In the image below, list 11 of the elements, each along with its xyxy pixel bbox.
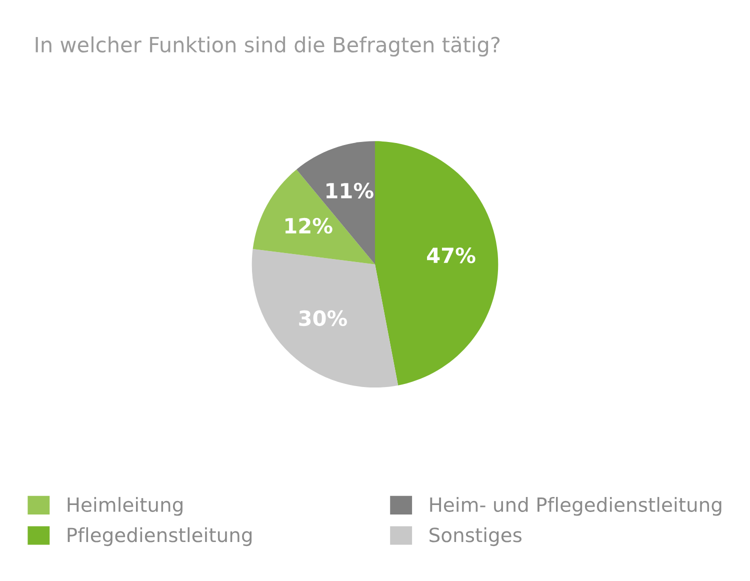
data-label: 11% [326,182,374,199]
legend-label: Heim- und Pflegedienstleitung [430,496,722,516]
pie-slice [252,248,398,388]
pie-slice [375,141,498,386]
legend-label: Pflegedienstleitung [68,527,252,546]
legend-label: Sonstiges [430,527,522,546]
pie-slice [252,169,375,264]
chart-title: In welcher Funktion sind die Befragten tätig? [36,36,500,57]
legend-label: Heimleitung [68,496,182,516]
data-label: 12% [285,218,332,234]
data-label: 47% [427,247,476,264]
